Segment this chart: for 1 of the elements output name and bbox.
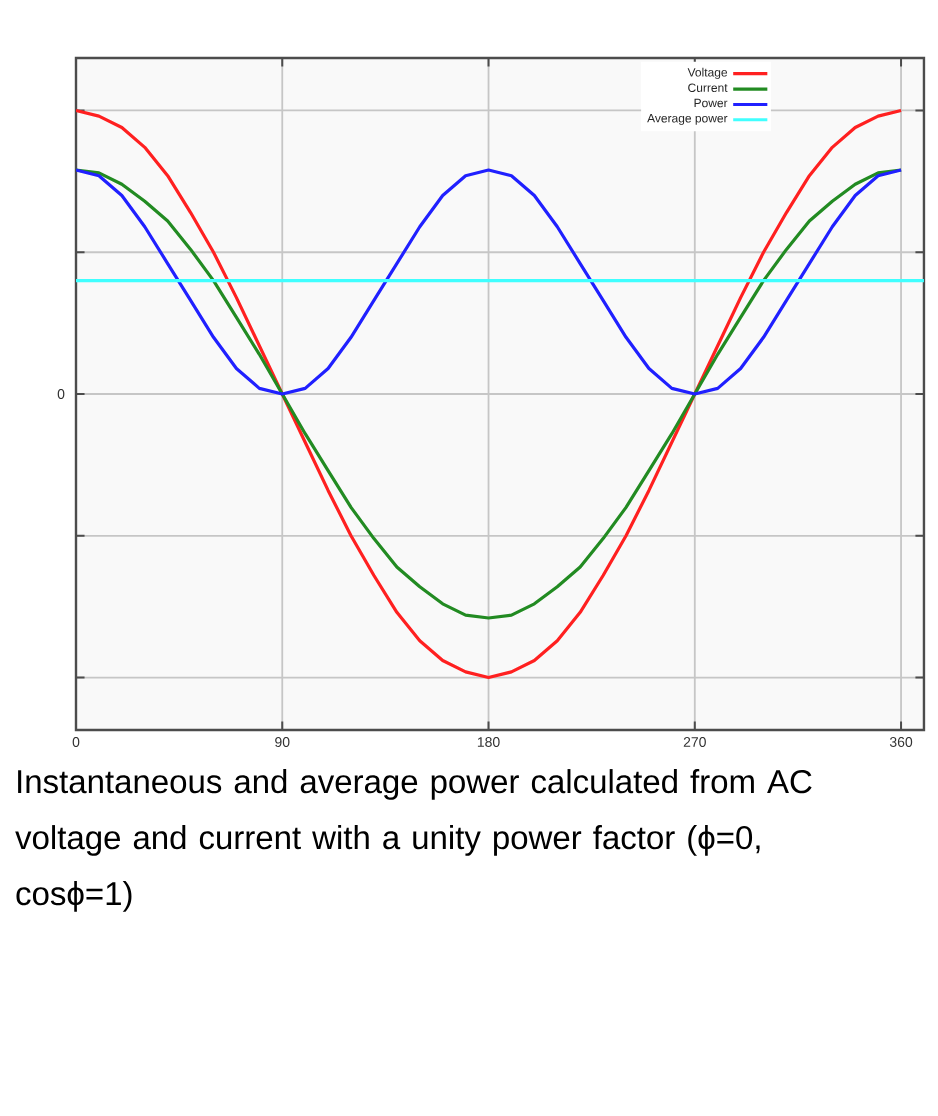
text: Instantaneous and average power calculated from AC voltage and current with a unity power factor (ϕ=0, cosϕ=1) <box>15 769 812 912</box>
